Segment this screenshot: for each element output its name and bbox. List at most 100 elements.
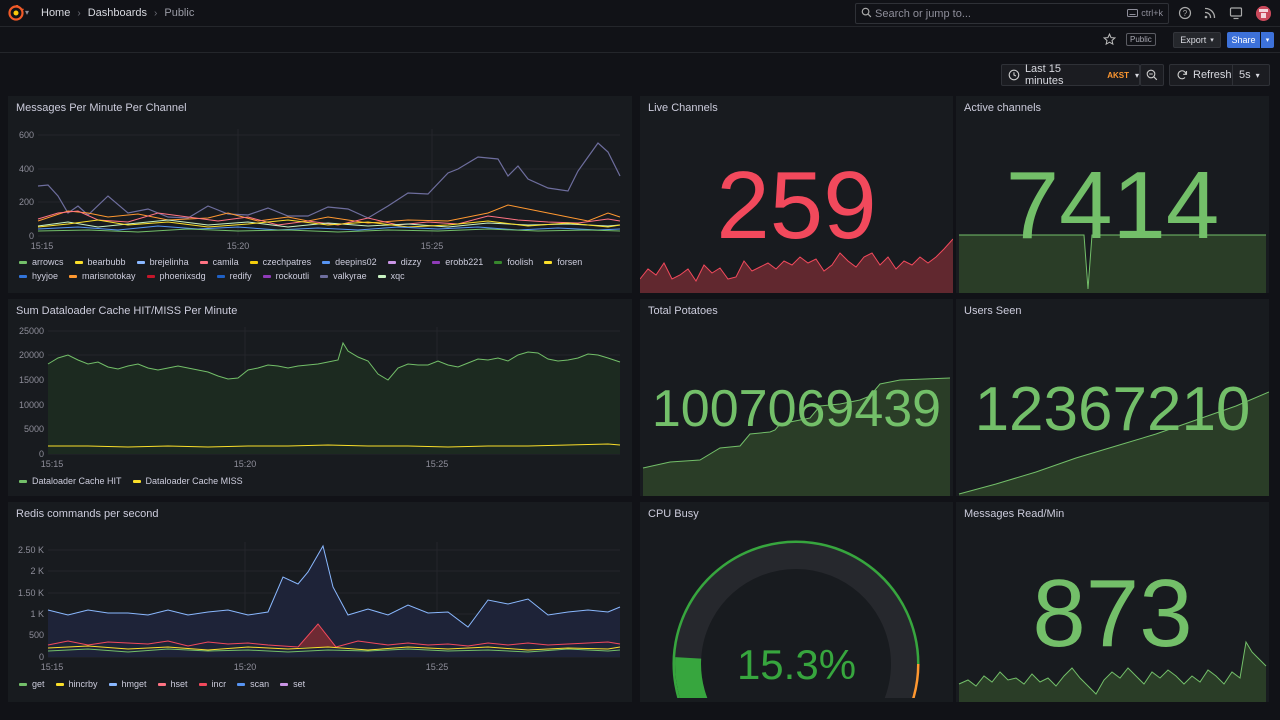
time-range-picker[interactable]: Last 15 minutes AKST ▾ [1001, 63, 1140, 87]
legend-swatch [55, 682, 64, 686]
legend-item[interactable]: phoenixsdg [146, 271, 206, 281]
svg-text:?: ? [1183, 9, 1188, 18]
y-axis-labels: 600 400 200 0 [19, 130, 34, 241]
legend-item[interactable]: Dataloader Cache HIT [19, 476, 122, 486]
search-shortcut: ctrl+k [1127, 8, 1163, 18]
svg-text:15:25: 15:25 [426, 662, 449, 672]
messages-read-sparkline [958, 640, 1267, 702]
grafana-logo-icon[interactable] [8, 5, 24, 21]
y-axis-labels: 25000 20000 15000 10000 5000 0 [19, 326, 44, 459]
refresh-interval-picker[interactable]: 5s ▾ [1233, 64, 1270, 86]
legend-swatch [249, 260, 258, 264]
legend-item[interactable]: hincrby [55, 679, 98, 689]
legend-swatch [322, 260, 331, 264]
legend-item[interactable]: arrowcs [19, 257, 64, 267]
share-label: Share [1231, 35, 1256, 45]
legend-swatch [377, 274, 386, 278]
panel-title: Redis commands per second [16, 508, 159, 520]
legend-item[interactable]: marisnotokay [69, 271, 136, 281]
legend-item[interactable]: hmget [108, 679, 147, 689]
breadcrumb: Home › Dashboards › Public [41, 7, 194, 19]
chevron-right-icon: › [154, 7, 158, 19]
legend-item[interactable]: scan [237, 679, 269, 689]
time-range-label: Last 15 minutes [1024, 63, 1064, 87]
legend-item[interactable]: erobb221 [432, 257, 483, 267]
legend-swatch [132, 479, 141, 483]
svg-text:500: 500 [29, 630, 44, 640]
zoom-out-button[interactable] [1140, 64, 1164, 86]
legend-item[interactable]: hyyjoe [19, 271, 58, 281]
timezone-badge: AKST [1107, 70, 1129, 80]
legend-item[interactable]: xqc [377, 271, 405, 281]
legend-swatch [432, 260, 441, 264]
legend-item[interactable]: forsen [544, 257, 582, 267]
legend-item[interactable]: deepins02 [322, 257, 377, 267]
legend-swatch [136, 260, 145, 264]
x-axis-labels: 15:15 15:20 15:25 [41, 459, 449, 469]
star-icon[interactable] [1103, 33, 1116, 46]
rss-news-icon[interactable] [1203, 6, 1217, 20]
legend-label: phoenixsdg [159, 271, 206, 281]
refresh-label: Refresh [1193, 69, 1232, 81]
svg-text:0: 0 [39, 652, 44, 662]
legend-label: erobb221 [445, 257, 484, 267]
legend-item[interactable]: dizzy [387, 257, 421, 267]
legend-item[interactable]: brejelinha [136, 257, 189, 267]
panel-live-channels: Live Channels 259 [640, 96, 953, 293]
series-cache-hit [47, 341, 621, 381]
svg-text:15:25: 15:25 [421, 241, 444, 251]
users-seen-value: 12367210 [974, 375, 1251, 444]
panel-redis-commands: Redis commands per second 2.50 K 2 K 1.5… [8, 502, 632, 702]
legend-swatch [216, 274, 225, 278]
legend-item[interactable]: Dataloader Cache MISS [132, 476, 243, 486]
search-input[interactable]: Search or jump to... ctrl+k [855, 3, 1169, 24]
legend-swatch [74, 260, 83, 264]
user-avatar[interactable] [1256, 6, 1271, 21]
legend-item[interactable]: redify [216, 271, 252, 281]
refresh-button[interactable]: Refresh [1169, 64, 1233, 86]
x-axis-labels: 15:15 15:20 15:25 [41, 662, 449, 672]
legend-item[interactable]: bearbubb [74, 257, 126, 267]
legend-item[interactable]: hset [157, 679, 188, 689]
legend-swatch [494, 260, 503, 264]
x-axis-labels: 15:15 15:20 15:25 [31, 241, 444, 251]
legend-item[interactable]: incr [198, 679, 226, 689]
svg-text:25000: 25000 [19, 326, 44, 336]
export-button[interactable]: Export ▾ [1173, 32, 1221, 48]
y-axis-labels: 2.50 K 2 K 1.50 K 1 K 500 0 [18, 545, 44, 662]
legend-item[interactable]: rockoutli [262, 271, 309, 281]
svg-text:400: 400 [19, 164, 34, 174]
svg-text:600: 600 [19, 130, 34, 140]
active-channels-value: 7414 [1005, 152, 1220, 259]
legend-label: redify [229, 271, 252, 281]
panel-dataloader-cache: Sum Dataloader Cache HIT/MISS Per Minute… [8, 299, 632, 496]
help-icon[interactable]: ? [1178, 6, 1192, 20]
legend-label: set [293, 679, 306, 689]
breadcrumb-home[interactable]: Home [41, 7, 71, 19]
legend-item[interactable]: camila [199, 257, 239, 267]
chevron-down-icon: ▾ [1210, 37, 1214, 44]
messages-read-value: 873 [1032, 560, 1193, 667]
legend-label: xqc [390, 271, 405, 281]
grid [38, 129, 620, 237]
series-forsen [37, 219, 621, 228]
legend-item[interactable]: set [280, 679, 305, 689]
monitor-icon[interactable] [1229, 6, 1243, 20]
panel-messages-per-minute: Messages Per Minute Per Channel 600 400 … [8, 96, 632, 293]
svg-text:0: 0 [29, 231, 34, 241]
search-placeholder: Search or jump to... [875, 8, 971, 20]
legend-item[interactable]: foolish [494, 257, 533, 267]
legend-label: hset [170, 679, 188, 689]
share-dropdown-chevron-icon[interactable]: ▾ [1261, 32, 1274, 48]
share-button[interactable]: Share [1227, 32, 1260, 48]
breadcrumb-dashboards[interactable]: Dashboards [87, 7, 148, 19]
legend-item[interactable]: czechpatres [249, 257, 311, 267]
public-badge: Public [1126, 33, 1156, 46]
svg-text:10000: 10000 [19, 400, 44, 410]
legend-item[interactable]: valkyrae [320, 271, 367, 281]
legend-label: foolish [507, 257, 534, 267]
legend-item[interactable]: get [19, 679, 45, 689]
panel-users-seen: Users Seen 12367210 [956, 299, 1269, 496]
legend-swatch [320, 274, 329, 278]
chevron-down-icon[interactable]: ▾ [25, 8, 30, 17]
